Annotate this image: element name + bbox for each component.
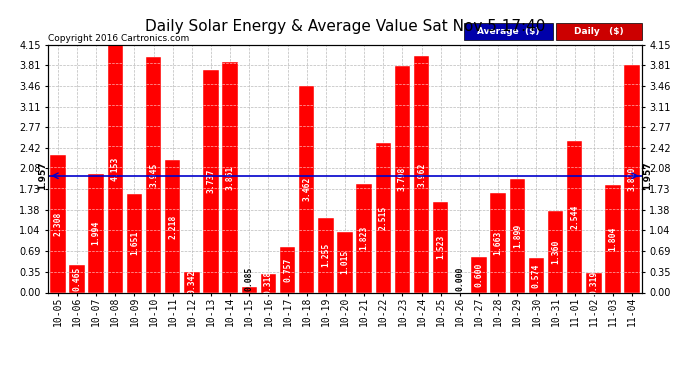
- Text: 0.465: 0.465: [72, 267, 81, 291]
- Bar: [529, 258, 544, 292]
- Bar: [567, 141, 582, 292]
- Text: 1.823: 1.823: [359, 226, 368, 251]
- Bar: [491, 194, 506, 292]
- Bar: [395, 66, 410, 292]
- Text: 2.218: 2.218: [168, 214, 177, 238]
- Text: 1.523: 1.523: [436, 235, 445, 259]
- Bar: [337, 232, 353, 292]
- Text: 1.651: 1.651: [130, 231, 139, 255]
- Text: 2.544: 2.544: [570, 204, 579, 229]
- Text: Daily   ($): Daily ($): [573, 27, 623, 36]
- Bar: [414, 56, 429, 292]
- Bar: [222, 62, 238, 292]
- Bar: [261, 273, 276, 292]
- Text: 0.318: 0.318: [264, 271, 273, 295]
- Bar: [605, 185, 620, 292]
- Text: 1.957: 1.957: [39, 162, 48, 190]
- Bar: [624, 64, 640, 292]
- Text: 3.945: 3.945: [149, 163, 158, 187]
- Text: 0.000: 0.000: [455, 267, 464, 291]
- Text: 1.957: 1.957: [642, 162, 651, 190]
- Text: 3.798: 3.798: [398, 167, 407, 191]
- Text: 0.319: 0.319: [589, 271, 598, 295]
- Text: 2.515: 2.515: [379, 206, 388, 230]
- Bar: [241, 287, 257, 292]
- Bar: [299, 86, 315, 292]
- Text: 3.962: 3.962: [417, 162, 426, 186]
- Text: 1.255: 1.255: [322, 243, 331, 267]
- Text: 0.085: 0.085: [245, 267, 254, 291]
- Text: 2.308: 2.308: [53, 211, 62, 236]
- Text: 1.360: 1.360: [551, 240, 560, 264]
- Text: 1.899: 1.899: [513, 224, 522, 248]
- Bar: [165, 160, 180, 292]
- FancyBboxPatch shape: [464, 23, 553, 40]
- Bar: [50, 155, 66, 292]
- Bar: [433, 202, 448, 292]
- Text: 0.757: 0.757: [283, 258, 292, 282]
- Text: 4.153: 4.153: [111, 156, 120, 181]
- Text: 1.994: 1.994: [92, 221, 101, 245]
- Bar: [357, 184, 372, 292]
- Bar: [280, 248, 295, 292]
- Text: Average  ($): Average ($): [477, 27, 540, 36]
- Text: 3.737: 3.737: [206, 169, 215, 193]
- Text: 1.663: 1.663: [493, 231, 502, 255]
- Bar: [471, 257, 486, 292]
- Text: 0.574: 0.574: [532, 263, 541, 288]
- Bar: [548, 211, 563, 292]
- Text: 0.342: 0.342: [188, 270, 197, 294]
- FancyBboxPatch shape: [555, 23, 642, 40]
- Bar: [146, 57, 161, 292]
- Text: Daily Solar Energy & Average Value Sat Nov 5 17:40: Daily Solar Energy & Average Value Sat N…: [145, 19, 545, 34]
- Bar: [88, 174, 104, 292]
- Bar: [70, 265, 85, 292]
- Bar: [108, 45, 123, 292]
- Text: Copyright 2016 Cartronics.com: Copyright 2016 Cartronics.com: [48, 34, 190, 43]
- Bar: [318, 217, 333, 292]
- Text: 1.015: 1.015: [340, 250, 350, 274]
- Text: 1.804: 1.804: [609, 226, 618, 251]
- Text: 3.462: 3.462: [302, 177, 311, 201]
- Bar: [204, 70, 219, 292]
- Bar: [510, 179, 525, 292]
- Bar: [184, 272, 199, 292]
- Bar: [127, 194, 142, 292]
- Bar: [375, 142, 391, 292]
- Text: 0.600: 0.600: [475, 262, 484, 287]
- Bar: [586, 273, 602, 292]
- Text: 3.820: 3.820: [628, 166, 637, 191]
- Text: 3.861: 3.861: [226, 165, 235, 189]
